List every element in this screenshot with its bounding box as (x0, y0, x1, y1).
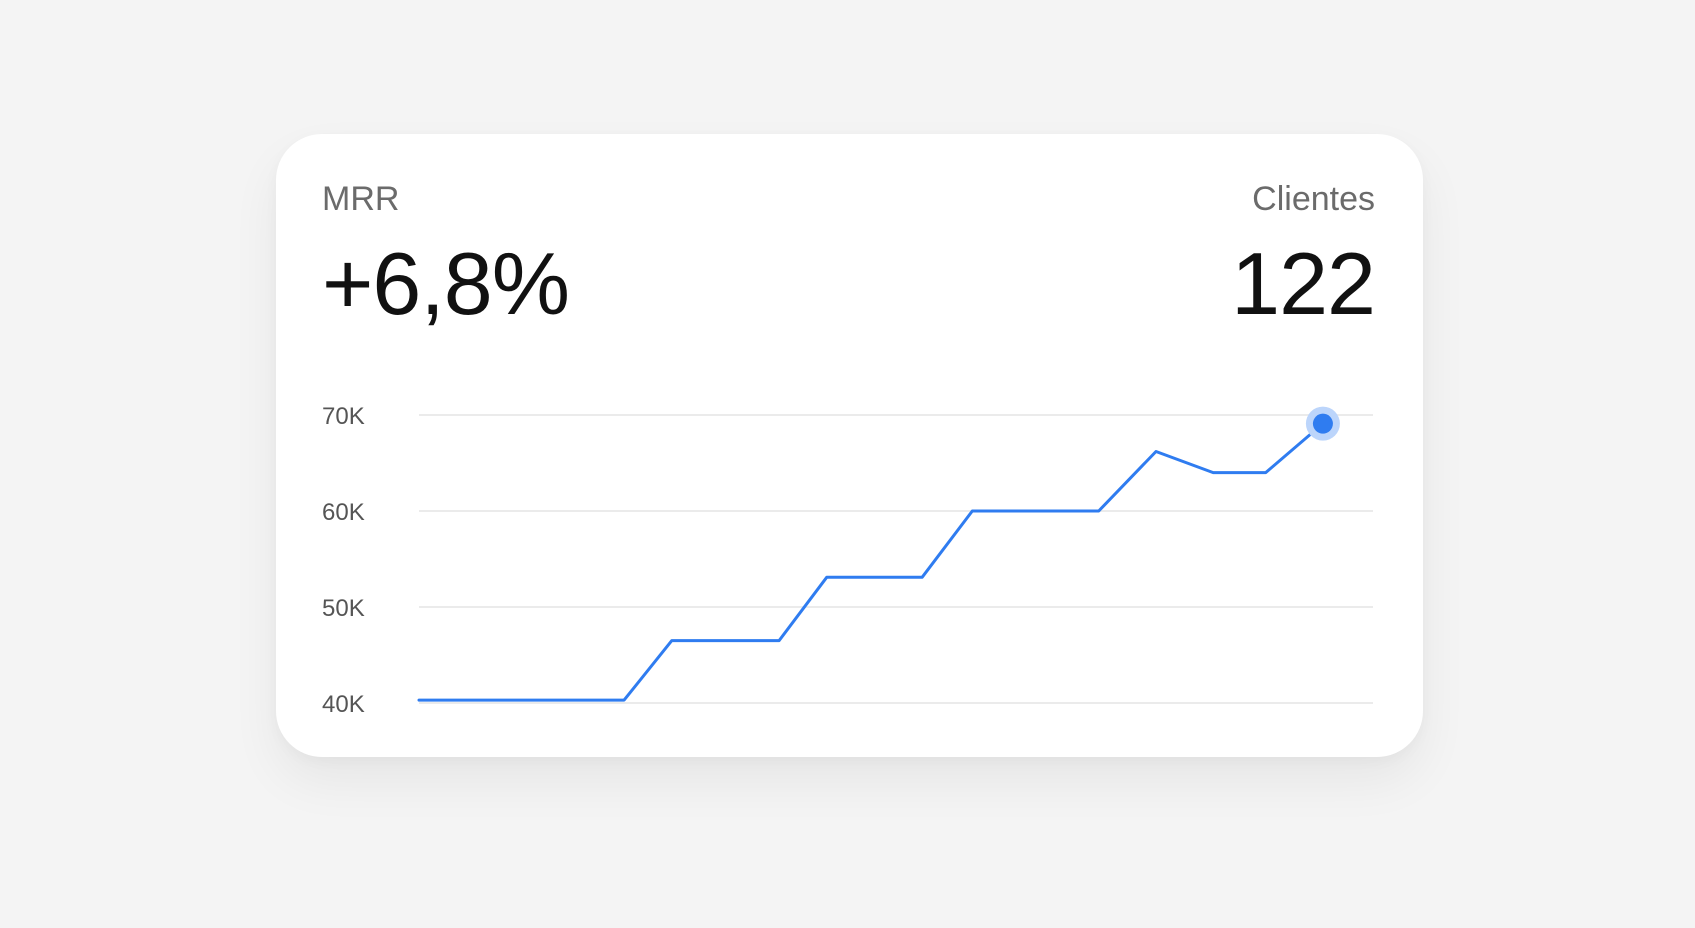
mrr-line-chart: 70K 60K 50K 40K (322, 403, 1373, 718)
series-layer (417, 406, 1340, 702)
mrr-label: MRR (322, 180, 400, 218)
grid-lines (419, 414, 1373, 704)
mrr-series-line (417, 422, 1325, 702)
last-point-marker[interactable] (1312, 413, 1333, 434)
y-tick-label-40k: 40K (322, 691, 365, 718)
metric-card: MRR +6,8% Clientes 122 70K 60K 50K 40K (276, 134, 1423, 757)
mrr-value: +6,8% (322, 234, 570, 333)
y-axis-ticks: 70K 60K 50K 40K (322, 403, 365, 718)
y-tick-label-70k: 70K (322, 403, 365, 430)
y-tick-label-50k: 50K (322, 595, 365, 622)
clientes-value: 122 (1231, 234, 1376, 333)
clientes-label: Clientes (1252, 180, 1375, 218)
y-tick-label-60k: 60K (322, 499, 365, 526)
